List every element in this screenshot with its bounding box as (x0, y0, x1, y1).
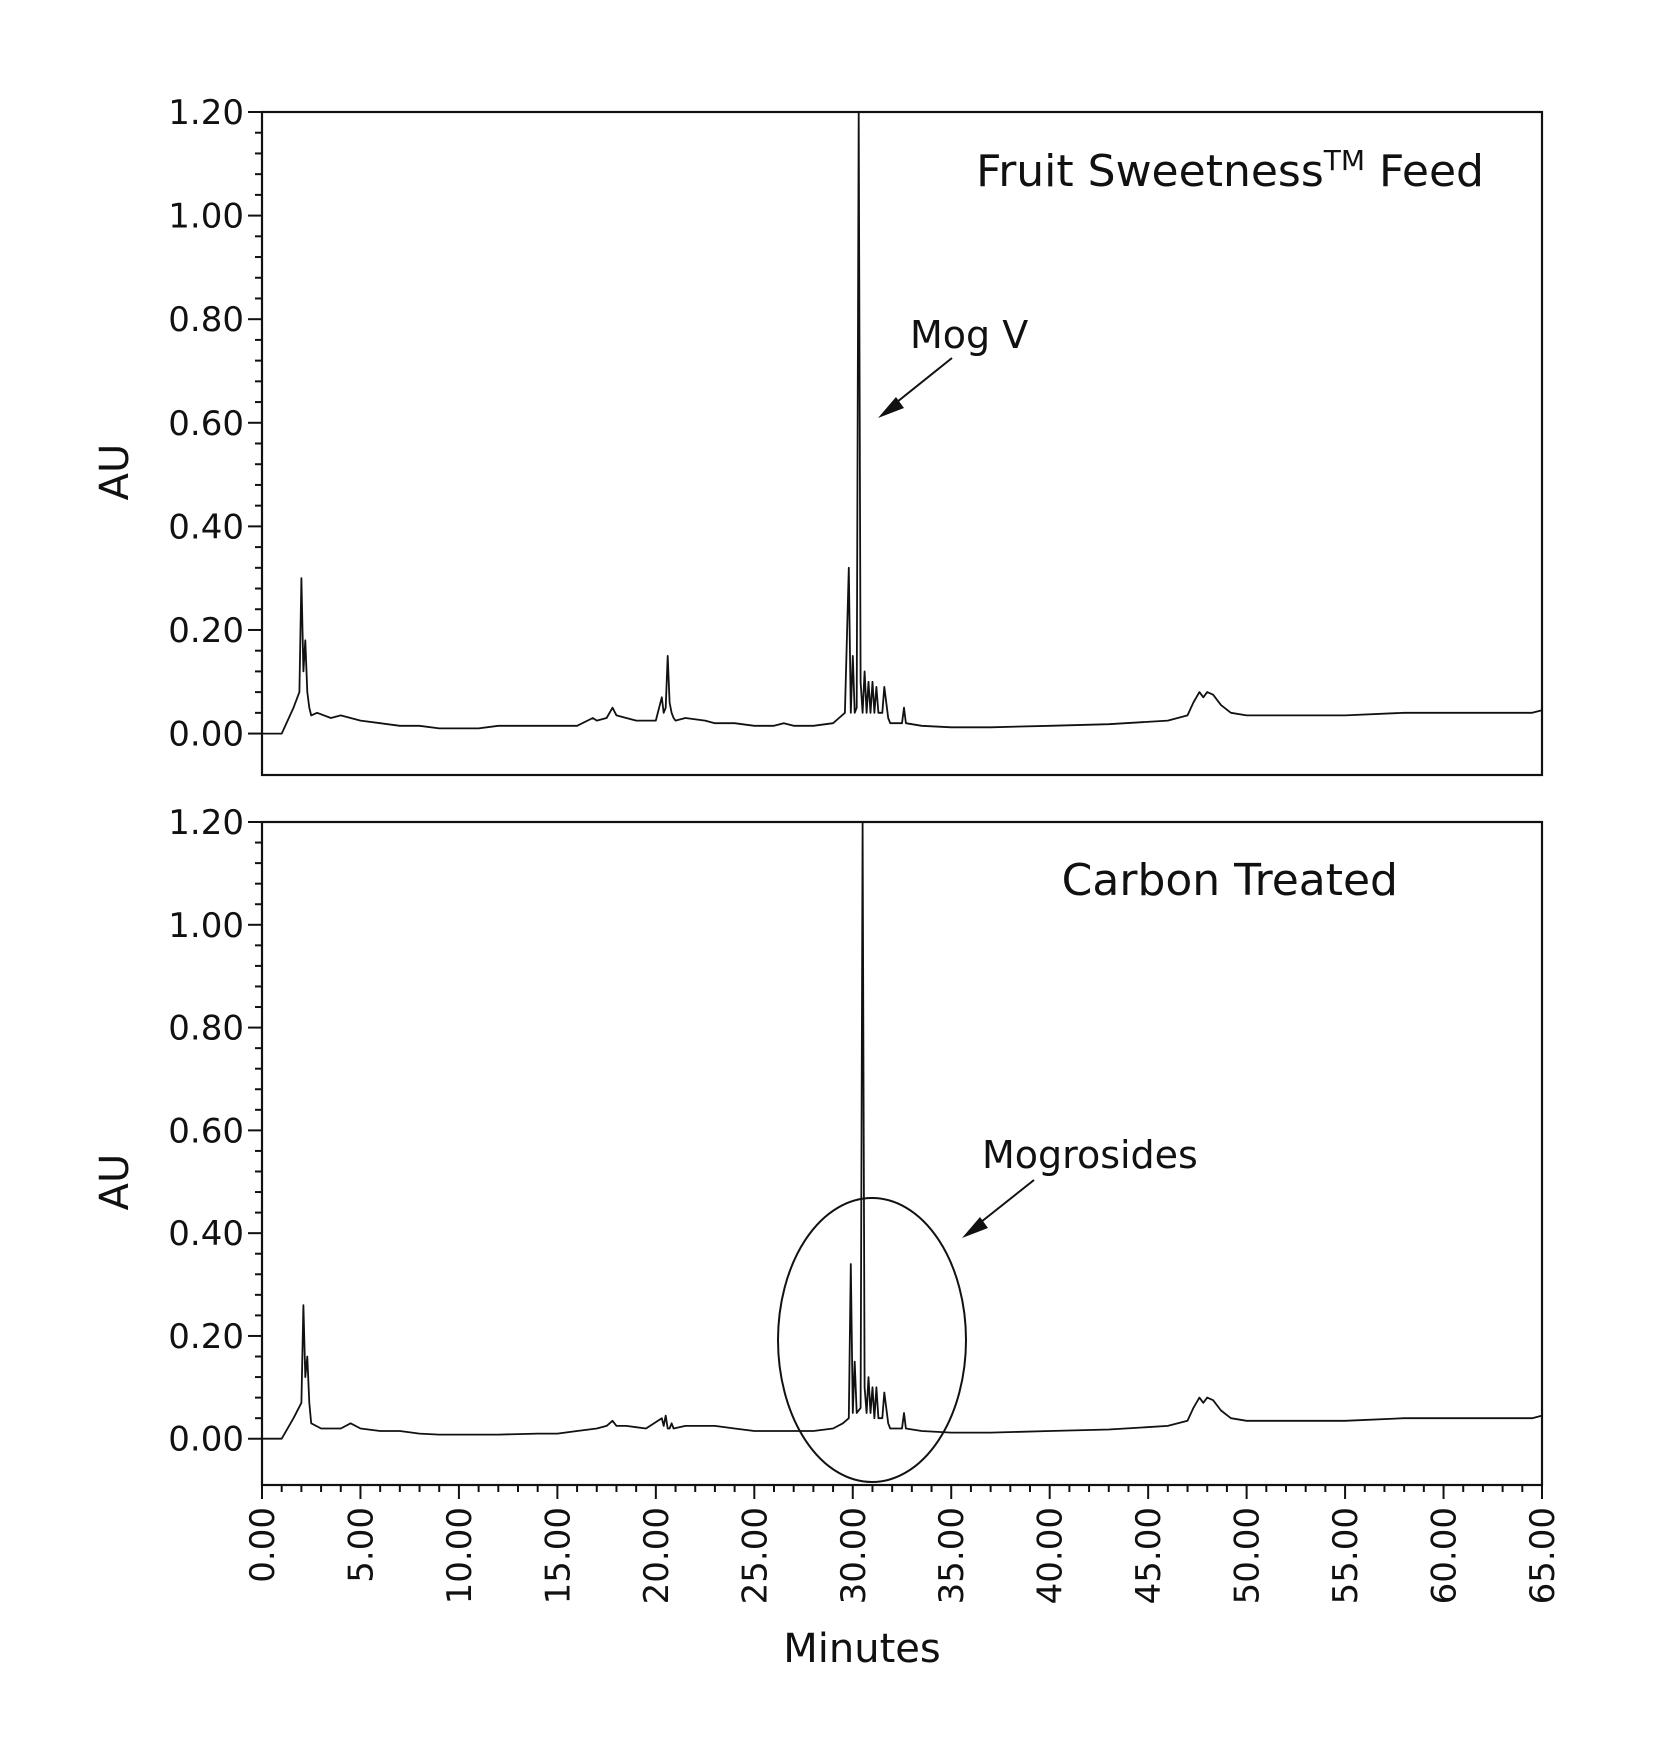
y-tick-label: 1.00 (168, 906, 244, 946)
y-tick-label: 0.80 (168, 300, 244, 340)
x-tick-label: 10.00 (440, 1507, 480, 1604)
chromatogram-trace (262, 822, 1542, 1439)
y-tick-label: 0.60 (168, 404, 244, 444)
top-chromatogram-panel: Fruit SweetnessTM Feed AU 0.000.200.400.… (92, 93, 1542, 775)
y-tick-label: 0.00 (168, 715, 244, 755)
bottom-chromatogram-panel: Carbon Treated AU 0.00 0.20 0.40 0.60 0.80 1.… (92, 803, 1563, 1672)
top-trace-group (262, 112, 1542, 734)
x-tick-label: 65.00 (1523, 1507, 1563, 1604)
chromatogram-figure: Fruit SweetnessTM Feed AU 0.000.200.400.… (0, 0, 1664, 1761)
y-tick-label: 1.20 (168, 803, 244, 843)
chromatogram-trace (262, 112, 1542, 734)
top-y-axis-label: AU (92, 444, 138, 501)
bottom-trace-group (262, 822, 1542, 1439)
bottom-panel-title: Carbon Treated (1062, 855, 1398, 906)
bottom-plot-frame (262, 822, 1542, 1485)
y-tick-label: 0.20 (168, 611, 244, 651)
y-tick-label: 0.40 (168, 1214, 244, 1254)
x-tick-label: 5.00 (341, 1507, 381, 1583)
x-tick-label: 35.00 (932, 1507, 972, 1604)
mog-v-annotation-arrow (878, 358, 952, 418)
x-tick-label: 20.00 (637, 1507, 677, 1604)
x-tick-label: 15.00 (538, 1507, 578, 1604)
y-tick-label: 0.00 (168, 1420, 244, 1460)
x-tick-label: 45.00 (1129, 1507, 1169, 1604)
x-tick-label: 0.00 (243, 1507, 283, 1583)
bottom-y-axis-ticks: 0.00 0.20 0.40 0.60 0.80 1.00 1.20 (168, 803, 262, 1460)
x-tick-label: 60.00 (1425, 1507, 1465, 1604)
mogrosides-ellipse (778, 1198, 966, 1482)
x-axis-ticks: 0.00 5.00 10.00 15.00 20.00 25.00 30.00 35.00 40… (243, 1485, 1563, 1604)
top-y-axis-ticks: 0.00 0.20 0.40 0.60 0.80 1.00 1.20 (168, 93, 262, 755)
mogrosides-annotation-label: Mogrosides (982, 1133, 1198, 1177)
x-tick-label: 50.00 (1228, 1507, 1268, 1604)
x-tick-label: 55.00 (1326, 1507, 1366, 1604)
x-axis-label: Minutes (783, 1626, 940, 1672)
x-tick-label: 30.00 (834, 1507, 874, 1604)
mogrosides-annotation-arrow (962, 1180, 1034, 1238)
top-plot-frame (262, 112, 1542, 775)
trademark-superscript: TM (1323, 144, 1365, 177)
y-tick-label: 0.40 (168, 507, 244, 547)
y-tick-label: 1.00 (168, 197, 244, 237)
mog-v-annotation-label: Mog V (910, 313, 1028, 357)
y-tick-label: 0.20 (168, 1317, 244, 1357)
x-tick-label: 40.00 (1031, 1507, 1071, 1604)
y-tick-label: 0.60 (168, 1111, 244, 1151)
bottom-y-axis-label: AU (92, 1154, 138, 1211)
x-tick-label: 25.00 (735, 1507, 775, 1604)
y-tick-label: 1.20 (168, 93, 244, 133)
top-panel-title: Fruit SweetnessTM Feed (976, 144, 1484, 197)
y-tick-label: 0.80 (168, 1009, 244, 1049)
